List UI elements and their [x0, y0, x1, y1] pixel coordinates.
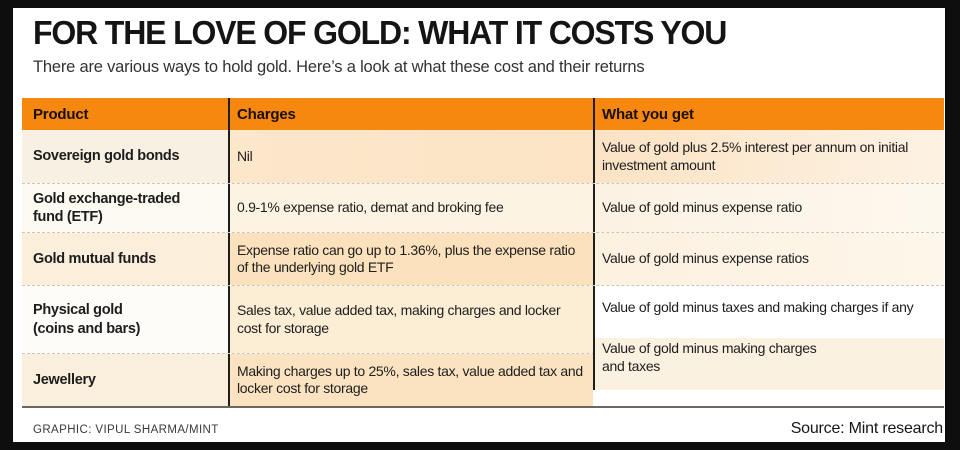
charges-cell: Sales tax, value added tax, making charg…: [228, 286, 593, 353]
product-cell: Sovereign gold bonds: [22, 130, 228, 183]
graphic-credit: GRAPHIC: VIPUL SHARMA/MINT: [33, 424, 219, 436]
benefit-cell: Value of gold plus 2.5% interest per ann…: [593, 130, 944, 183]
product-cell: Gold mutual funds: [22, 233, 228, 285]
table-header-row: Product Charges What you get: [22, 98, 944, 130]
charges-cell: Expense ratio can go up to 1.36%, plus t…: [228, 233, 593, 285]
table-row: Gold mutual funds Expense ratio can go u…: [22, 232, 944, 285]
masthead: FOR THE LOVE OF GOLD: WHAT IT COSTS YOU …: [13, 8, 945, 77]
product-cell: Physical gold (coins and bars): [22, 286, 228, 353]
table-row: Gold exchange-traded fund (ETF) 0.9-1% e…: [22, 183, 944, 232]
column-header-what-you-get: What you get: [593, 98, 944, 130]
column-header-product: Product: [33, 105, 89, 123]
page-title: FOR THE LOVE OF GOLD: WHAT IT COSTS YOU: [33, 14, 727, 51]
charges-cell: Making charges up to 25%, sales tax, val…: [228, 354, 593, 406]
benefit-cell: Value of gold minus expense ratios: [593, 233, 944, 285]
table-row: Jewellery Making charges up to 25%, sale…: [22, 338, 944, 408]
page-canvas: FOR THE LOVE OF GOLD: WHAT IT COSTS YOU …: [13, 8, 945, 442]
product-cell: Gold exchange-traded fund (ETF): [22, 184, 228, 232]
footer: GRAPHIC: VIPUL SHARMA/MINT Source: Mint …: [33, 420, 943, 438]
gold-costs-table: Product Charges What you get Sovereign g…: [22, 98, 944, 408]
source-line: Source: Mint research: [790, 420, 944, 437]
charges-cell: 0.9-1% expense ratio, demat and broking …: [228, 184, 593, 232]
benefit-cell: Value of gold minus making charges and t…: [593, 338, 944, 390]
table-row: Sovereign gold bonds Nil Value of gold p…: [22, 130, 944, 183]
product-cell: Jewellery: [22, 354, 228, 406]
column-header-charges: Charges: [228, 98, 593, 130]
benefit-cell: Value of gold minus expense ratio: [593, 184, 944, 232]
page-subtitle: There are various ways to hold gold. Her…: [33, 58, 645, 77]
charges-cell: Nil: [228, 130, 593, 183]
